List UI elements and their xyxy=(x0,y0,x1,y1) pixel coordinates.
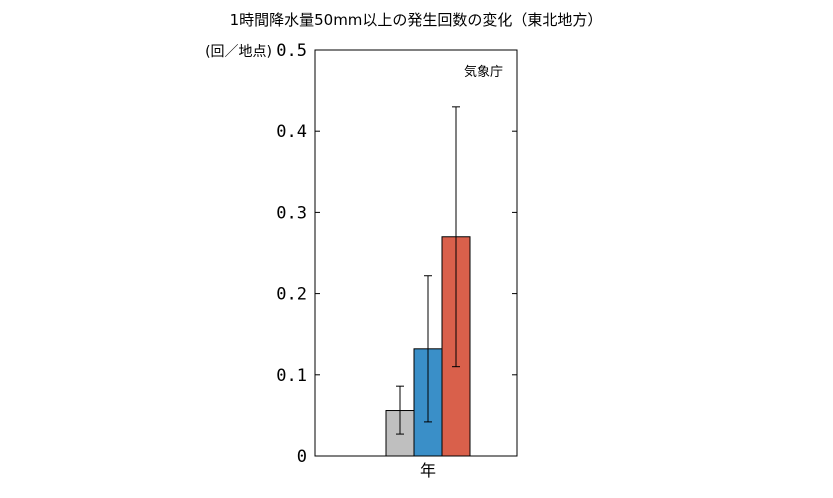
y-axis-ticks: 0 0.1 0.2 0.3 0.4 0.5 xyxy=(276,41,517,467)
y-tick-label: 0.4 xyxy=(276,122,307,142)
y-tick-label: 0.5 xyxy=(276,41,307,61)
error-bars xyxy=(396,106,460,435)
x-axis-labels: 年 xyxy=(420,461,436,480)
source-annotation: 気象庁 xyxy=(464,64,503,80)
y-axis-unit-label: (回／地点) xyxy=(205,44,272,60)
chart-title: 1時間降水量50mm以上の発生回数の変化（東北地方） xyxy=(230,11,603,29)
y-tick-label: 0 xyxy=(297,447,307,467)
y-tick-label: 0.1 xyxy=(276,366,307,386)
x-category-label: 年 xyxy=(420,461,436,480)
y-tick-label: 0.2 xyxy=(276,285,307,305)
y-tick-label: 0.3 xyxy=(276,203,307,223)
